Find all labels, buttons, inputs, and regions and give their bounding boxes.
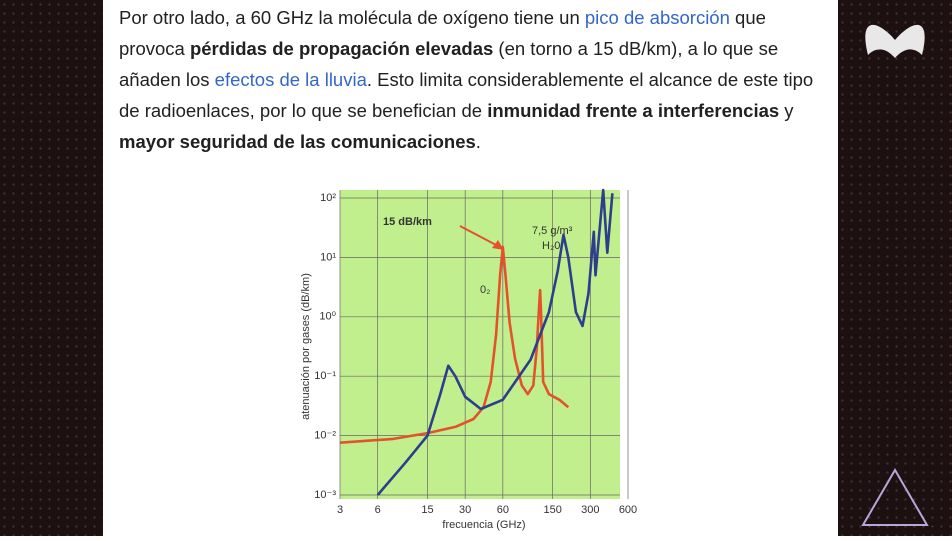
chart: 3 6 15 30 60 150 300 600 10² 10¹ 10⁰ 10⁻¹ 10⁻² 10⁻³ fr… bbox=[300, 188, 637, 531]
series-line bbox=[339, 245, 570, 444]
side-panel bbox=[838, 0, 952, 536]
x-tick-label: 3 bbox=[337, 504, 343, 516]
arrow-head bbox=[492, 240, 504, 250]
paragraph: Por otro lado, a 60 GHz la molécula de o… bbox=[119, 2, 824, 157]
side-panel bbox=[0, 0, 103, 536]
text-run: y bbox=[779, 100, 794, 121]
arrow bbox=[459, 225, 499, 247]
y-tick-label: 10⁻³ bbox=[314, 489, 336, 501]
wings-icon bbox=[865, 24, 925, 58]
decoration bbox=[861, 24, 929, 526]
text-run: que provoca bbox=[119, 7, 766, 59]
text-run: inmunidad frente a interferencias bbox=[487, 100, 780, 121]
text-run: pérdidas de propagación elevadas bbox=[189, 38, 494, 59]
series-line bbox=[376, 188, 614, 496]
y-tick-label: 10⁻¹ bbox=[314, 370, 336, 382]
y-tick-label: 10² bbox=[320, 192, 336, 204]
triangle-icon bbox=[861, 468, 929, 526]
x-tick-label: 15 bbox=[421, 504, 433, 516]
annotation: 15 dB/km bbox=[383, 216, 432, 228]
x-axis-label: frecuencia (GHz) bbox=[442, 519, 525, 531]
text-run: Por otro lado, a 60 GHz la molécula de o… bbox=[119, 7, 585, 28]
x-tick-label: 150 bbox=[543, 504, 561, 516]
x-tick-label: 600 bbox=[619, 504, 637, 516]
y-tick-label: 10⁻² bbox=[314, 430, 336, 442]
text-run: . bbox=[475, 131, 481, 152]
y-axis-label: atenuación por gases (dB/km) bbox=[300, 273, 312, 420]
x-tick-label: 60 bbox=[497, 504, 509, 516]
text-run: mayor seguridad de las comunicaciones bbox=[119, 131, 476, 152]
x-tick-label: 6 bbox=[375, 504, 381, 516]
x-tick-label: 300 bbox=[581, 504, 599, 516]
plot-area bbox=[340, 190, 620, 499]
x-tick-label: 30 bbox=[459, 504, 471, 516]
link[interactable]: pico de absorción bbox=[584, 7, 730, 28]
y-tick-label: 10⁰ bbox=[319, 311, 336, 323]
y-tick-label: 10¹ bbox=[320, 251, 336, 263]
text-run: (en torno a 15 dB/km), a lo que se añade… bbox=[119, 38, 779, 90]
annotation: H₂0 bbox=[542, 240, 560, 252]
annotation: 0₂ bbox=[480, 284, 490, 296]
text-run: . Esto limita considerablemente el alcan… bbox=[119, 69, 814, 121]
annotation: 7,5 g/m³ bbox=[532, 225, 573, 237]
link[interactable]: efectos de la lluvia bbox=[214, 69, 367, 90]
